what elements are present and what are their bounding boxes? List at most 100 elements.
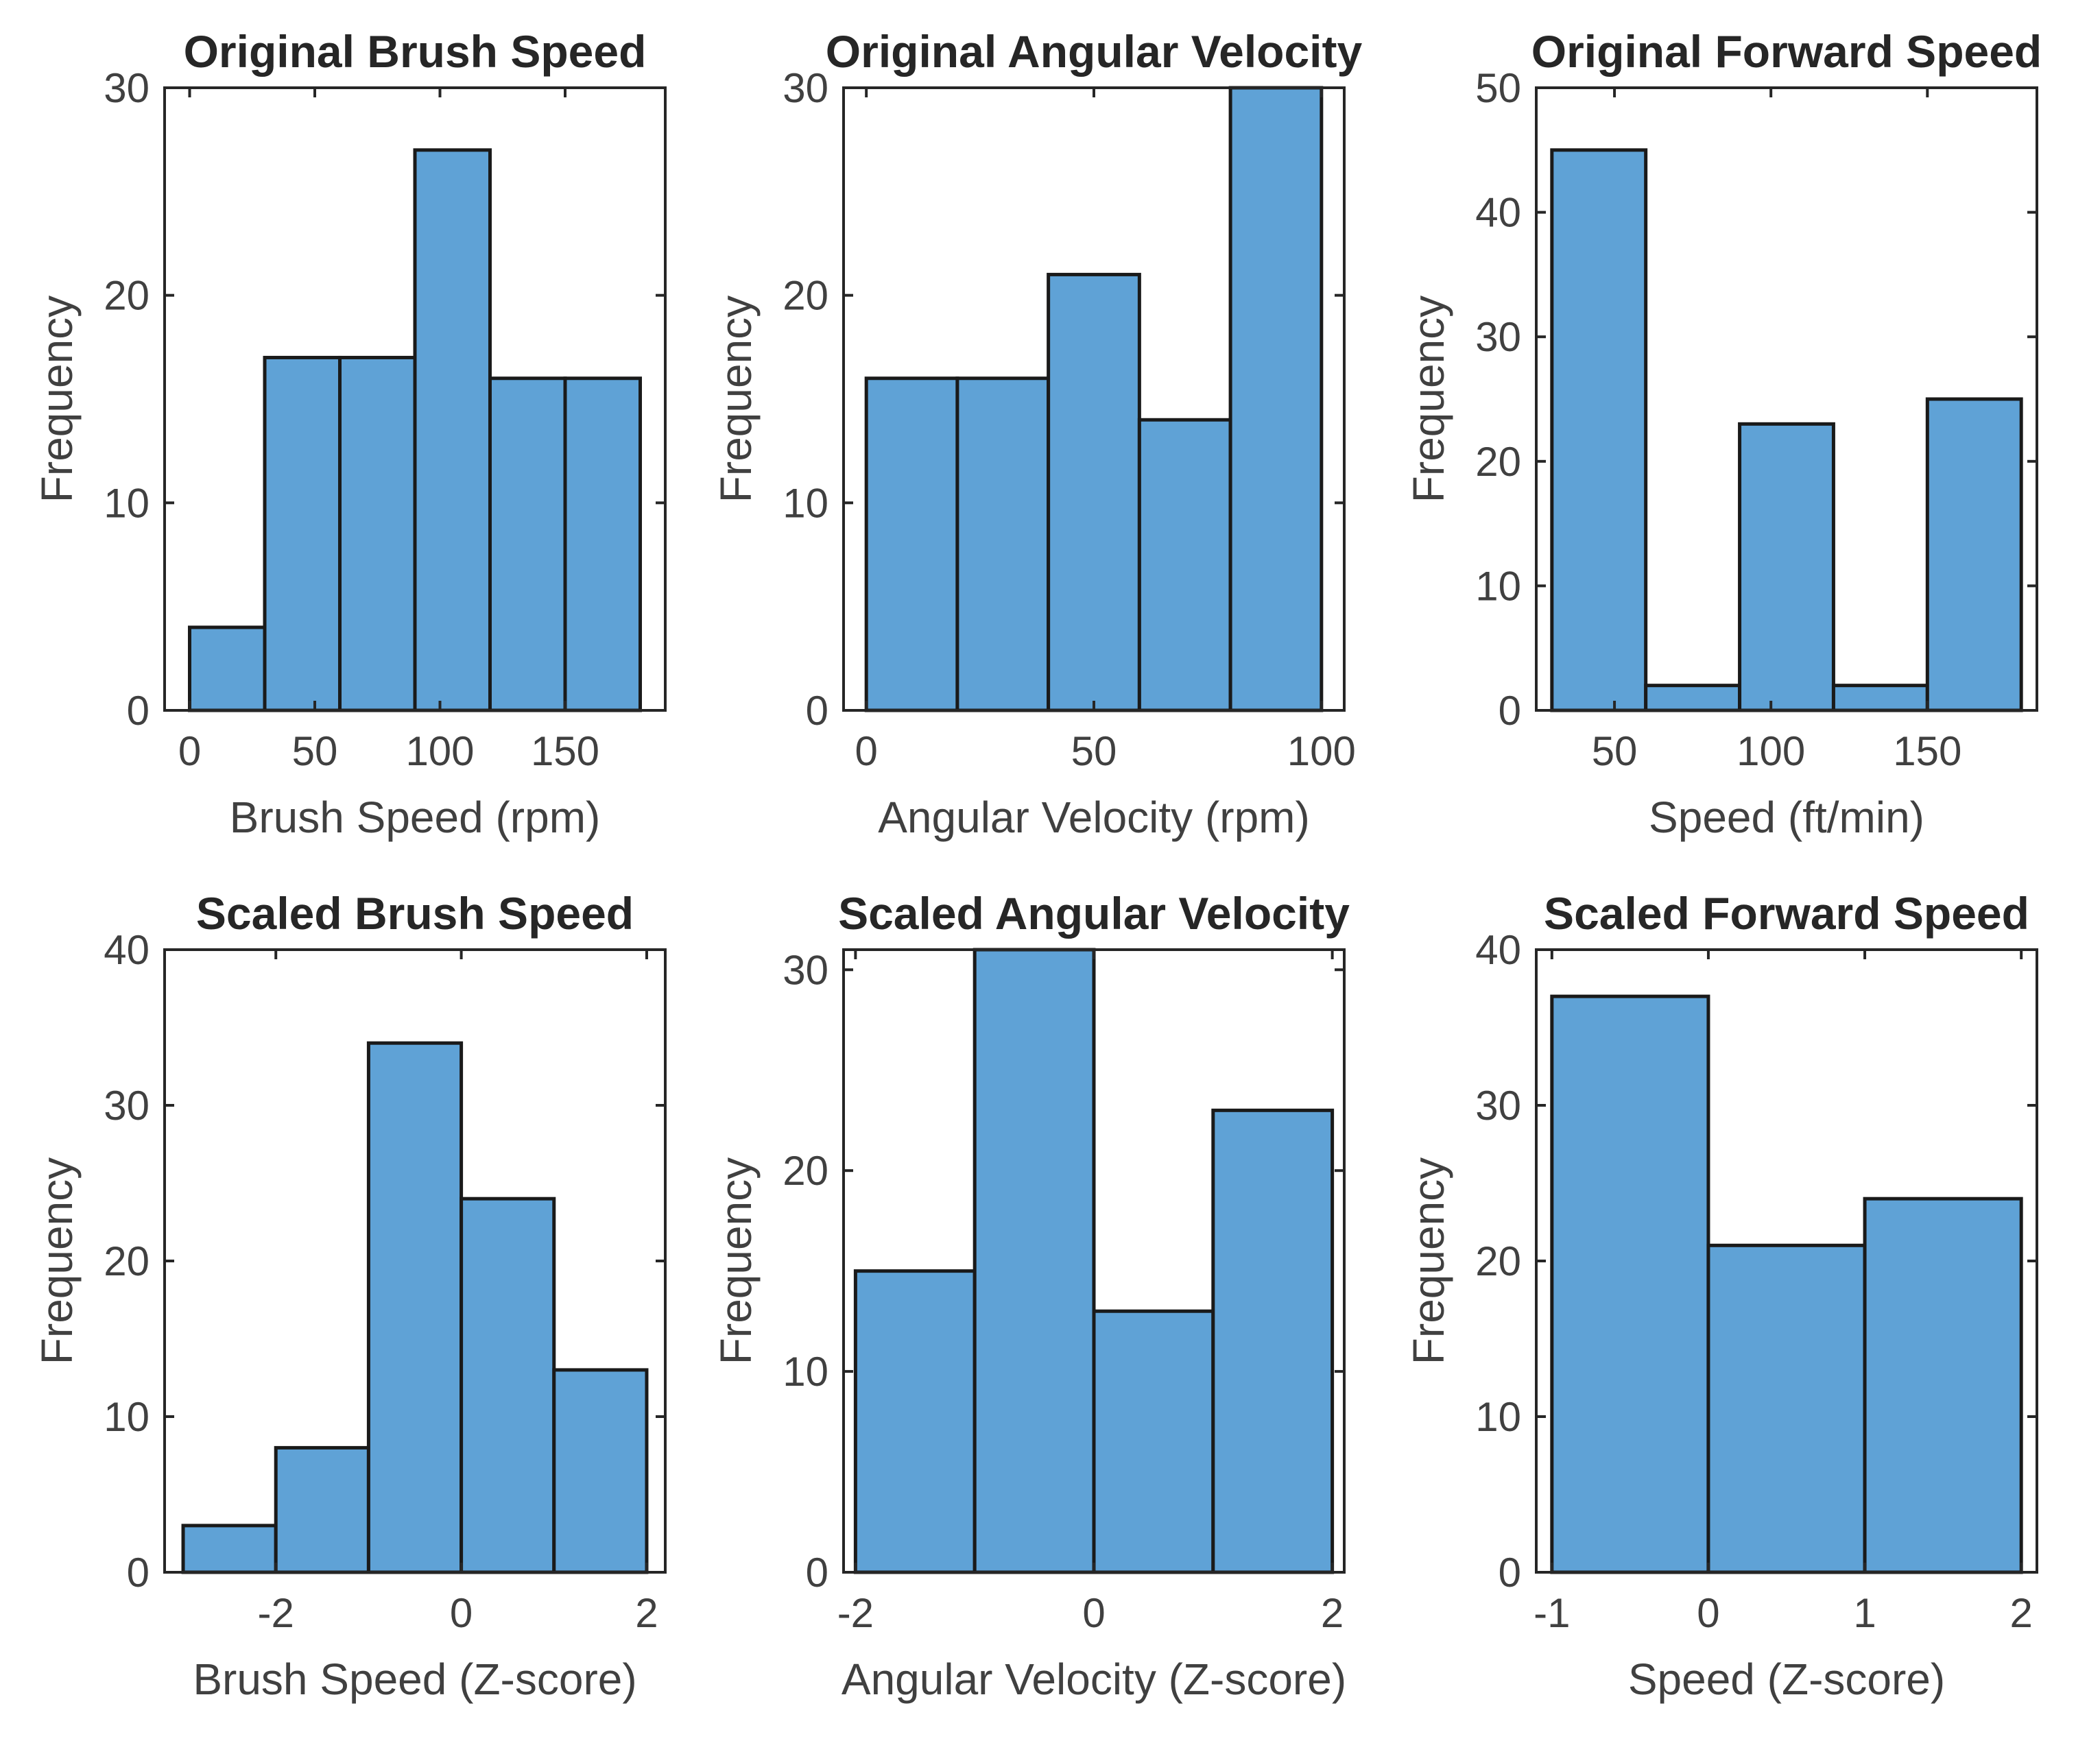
y-axis-label: Frequency xyxy=(32,296,82,503)
y-tick-label: 50 xyxy=(1475,65,1521,111)
x-tick-label: 0 xyxy=(855,728,877,774)
y-tick-label: 20 xyxy=(783,1148,828,1194)
y-tick-label: 0 xyxy=(1499,688,1521,734)
chart-title: Original Brush Speed xyxy=(184,26,647,77)
y-tick-label: 20 xyxy=(104,1238,150,1284)
chart-original-brush-speed: 0 50 100 150 0 10 20 30 Original Brush Speed Brus… xyxy=(32,26,667,842)
y-tick-label: 10 xyxy=(783,1349,828,1395)
x-tick-label: 50 xyxy=(1071,728,1117,774)
y-axis-label: Frequency xyxy=(711,296,761,503)
y-axis-label: Frequency xyxy=(1404,1157,1453,1365)
x-tick-label: -2 xyxy=(837,1590,874,1636)
y-tick-label: 30 xyxy=(104,1083,150,1129)
y-axis-label: Frequency xyxy=(32,1157,82,1365)
y-tick-label: 20 xyxy=(1475,1238,1521,1284)
x-tick-label: 0 xyxy=(450,1590,473,1636)
histogram-bar xyxy=(955,376,1051,712)
chart-title: Scaled Forward Speed xyxy=(1544,888,2029,939)
chart-title: Original Forward Speed xyxy=(1531,26,2042,77)
x-axis-label: Brush Speed (Z-score) xyxy=(193,1655,636,1704)
x-tick-label: 1 xyxy=(1853,1590,1876,1636)
y-tick-label: 30 xyxy=(1475,1083,1521,1129)
x-tick-label: 0 xyxy=(1697,1590,1719,1636)
y-tick-label: 40 xyxy=(1475,190,1521,236)
histogram-bar xyxy=(181,1524,278,1574)
histogram-bar xyxy=(366,1041,464,1574)
y-tick-label: 0 xyxy=(127,688,150,734)
histogram-bar xyxy=(864,376,959,712)
histogram-bar xyxy=(274,1445,370,1574)
y-axis-label: Frequency xyxy=(1404,296,1453,503)
plot-area-frame xyxy=(1535,86,2038,712)
y-tick-label: 0 xyxy=(127,1550,150,1596)
x-axis-label: Speed (Z-score) xyxy=(1628,1655,1945,1704)
histogram-bar xyxy=(1550,994,1710,1574)
y-tick-label: 0 xyxy=(806,688,828,734)
histogram-bar xyxy=(563,376,642,712)
histogram-bar xyxy=(853,1269,977,1574)
y-tick-label: 10 xyxy=(1475,563,1521,609)
y-tick-label: 10 xyxy=(783,480,828,526)
y-axis-label: Frequency xyxy=(711,1157,761,1365)
y-tick-label: 30 xyxy=(783,947,828,993)
x-tick-label: 150 xyxy=(1893,728,1961,774)
x-tick-label: 0 xyxy=(1082,1590,1105,1636)
x-axis-label: Speed (ft/min) xyxy=(1649,793,1924,842)
y-tick-label: 10 xyxy=(104,480,150,526)
y-tick-label: 30 xyxy=(783,65,828,111)
x-tick-label: 50 xyxy=(1592,728,1638,774)
y-tick-label: 30 xyxy=(104,65,150,111)
y-tick-label: 40 xyxy=(104,927,150,973)
x-tick-label: 2 xyxy=(2010,1590,2033,1636)
y-tick-label: 40 xyxy=(1475,927,1521,973)
histogram-bar xyxy=(1047,272,1141,712)
histogram-bar xyxy=(552,1368,649,1574)
x-tick-label: 2 xyxy=(1321,1590,1344,1636)
x-tick-label: 100 xyxy=(1737,728,1805,774)
histogram-bar xyxy=(338,355,417,712)
x-axis-label: Angular Velocity (rpm) xyxy=(878,793,1310,842)
y-tick-label: 20 xyxy=(783,273,828,319)
x-tick-label: 0 xyxy=(178,728,201,774)
histogram-bar xyxy=(973,948,1096,1574)
histogram-bar xyxy=(1092,1309,1215,1574)
y-tick-label: 10 xyxy=(104,1394,150,1440)
y-tick-label: 0 xyxy=(806,1550,828,1596)
y-tick-label: 0 xyxy=(1499,1550,1521,1596)
chart-title: Scaled Angular Velocity xyxy=(838,888,1350,939)
histogram-bar xyxy=(488,376,567,712)
chart-title: Scaled Brush Speed xyxy=(196,888,634,939)
y-tick-label: 30 xyxy=(1475,314,1521,360)
plot-area-frame xyxy=(163,86,667,712)
x-tick-label: -2 xyxy=(258,1590,294,1636)
histogram-bar xyxy=(1211,1108,1335,1574)
x-axis-label: Angular Velocity (Z-score) xyxy=(842,1655,1346,1704)
histogram-bar xyxy=(1228,86,1324,712)
chart-title: Original Angular Velocity xyxy=(826,26,1363,77)
x-tick-label: -1 xyxy=(1534,1590,1570,1636)
histogram-bar xyxy=(1863,1197,2023,1574)
x-tick-label: 50 xyxy=(292,728,338,774)
x-axis-label: Brush Speed (rpm) xyxy=(230,793,601,842)
x-tick-label: 100 xyxy=(1287,728,1356,774)
histogram-bar xyxy=(1831,684,1929,712)
histogram-bar xyxy=(1644,684,1742,712)
histogram-bar xyxy=(1550,148,1648,712)
y-tick-label: 10 xyxy=(1475,1394,1521,1440)
x-tick-label: 2 xyxy=(635,1590,658,1636)
histogram-bar xyxy=(1137,418,1232,712)
x-tick-label: 100 xyxy=(405,728,474,774)
x-tick-label: 150 xyxy=(531,728,599,774)
histogram-bar xyxy=(1925,397,2023,712)
histogram-bar xyxy=(413,148,492,712)
histogram-bar xyxy=(1706,1243,1867,1574)
histogram-bar xyxy=(460,1197,556,1574)
y-tick-label: 20 xyxy=(1475,439,1521,485)
histogram-bar xyxy=(1738,422,1835,712)
